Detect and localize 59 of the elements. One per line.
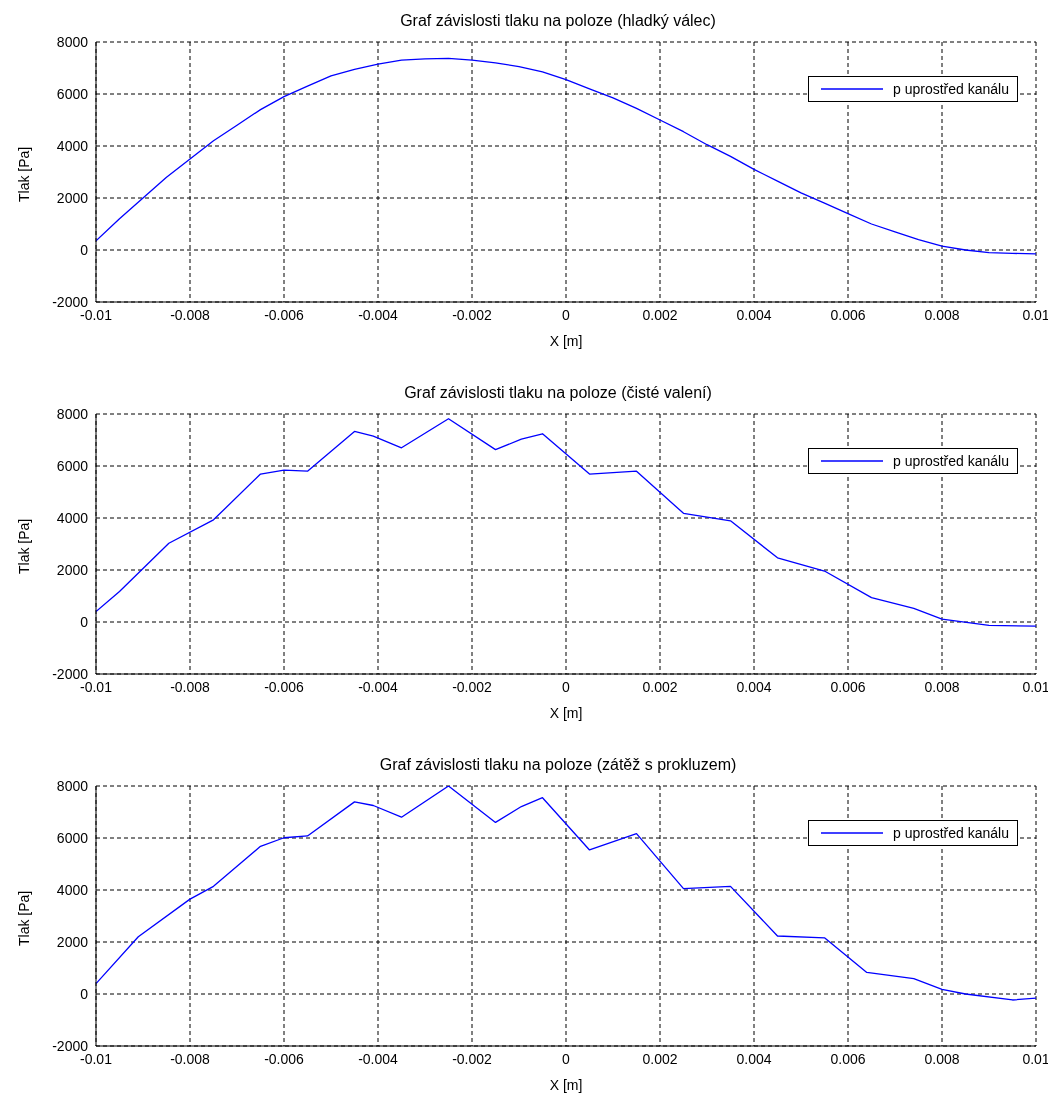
x-tick-label: -0.008 [170, 306, 211, 323]
x-tick-label: -0.008 [170, 1050, 211, 1067]
y-axis-title: Tlak [Pa] [15, 890, 32, 946]
y-tick-label: 6000 [56, 829, 89, 846]
y-tick-label: 2000 [56, 933, 89, 950]
y-tick-label: 2000 [56, 561, 89, 578]
chart-title: Graf závislosti tlaku na poloze (čisté valení) [403, 383, 713, 403]
y-tick-label: 6000 [56, 457, 89, 474]
y-tick-label: 8000 [56, 405, 89, 422]
x-tick-label: 0.008 [924, 1050, 960, 1067]
chart-title: Graf závislosti tlaku na poloze (hladký válec) [399, 11, 717, 31]
x-tick-label: -0.002 [452, 678, 493, 695]
x-tick-label: 0.006 [830, 678, 866, 695]
line-series [96, 418, 1036, 627]
x-tick-label: 0.008 [924, 306, 960, 323]
x-tick-label: 0.01 [1022, 306, 1050, 323]
x-tick-label: 0 [562, 306, 571, 323]
x-tick-label: -0.008 [170, 678, 211, 695]
x-tick-label: 0.01 [1022, 678, 1050, 695]
x-tick-label: 0.006 [830, 306, 866, 323]
x-tick-label: -0.002 [452, 1050, 493, 1067]
x-tick-label: 0.004 [736, 678, 772, 695]
x-tick-label: -0.006 [264, 1050, 305, 1067]
y-axis-title: Tlak [Pa] [15, 518, 32, 574]
legend-label: p uprostřed kanálu [893, 81, 1009, 97]
line-series [96, 57, 1036, 255]
x-tick-label: -0.004 [358, 1050, 399, 1067]
x-tick-label: 0.006 [830, 1050, 866, 1067]
chart-title: Graf závislosti tlaku na poloze (zátěž s prokluzem) [378, 755, 738, 775]
x-axis-title: X [m] [549, 1077, 583, 1093]
x-tick-label: 0 [562, 1050, 571, 1067]
x-tick-label: 0.004 [736, 306, 772, 323]
y-tick-label: 0 [80, 985, 89, 1002]
y-tick-label: 4000 [56, 881, 89, 898]
x-tick-label: -0.004 [358, 678, 399, 695]
y-tick-label: 4000 [56, 137, 89, 154]
x-tick-label: 0.002 [642, 306, 678, 323]
x-tick-label: -0.002 [452, 306, 493, 323]
y-tick-label: 8000 [56, 777, 89, 794]
x-tick-label: 0.01 [1022, 1050, 1050, 1067]
y-tick-label: 6000 [56, 85, 89, 102]
x-tick-label: 0.002 [642, 1050, 678, 1067]
x-axis-title: X [m] [549, 705, 583, 721]
x-tick-label: 0 [562, 678, 571, 695]
legend-label: p uprostřed kanálu [893, 825, 1009, 841]
x-tick-label: -0.006 [264, 678, 305, 695]
y-tick-label: 0 [80, 241, 89, 258]
x-tick-label: -0.006 [264, 306, 305, 323]
y-tick-label: 2000 [56, 189, 89, 206]
x-tick-label: 0.002 [642, 678, 678, 695]
y-tick-label: 4000 [56, 509, 89, 526]
y-axis-title: Tlak [Pa] [15, 146, 32, 202]
legend-label: p uprostřed kanálu [893, 453, 1009, 469]
x-tick-label: -0.004 [358, 306, 399, 323]
x-tick-label: 0.004 [736, 1050, 772, 1067]
x-axis-title: X [m] [549, 333, 583, 349]
x-tick-label: 0.008 [924, 678, 960, 695]
y-tick-label: 0 [80, 613, 89, 630]
y-tick-label: 8000 [56, 33, 89, 50]
